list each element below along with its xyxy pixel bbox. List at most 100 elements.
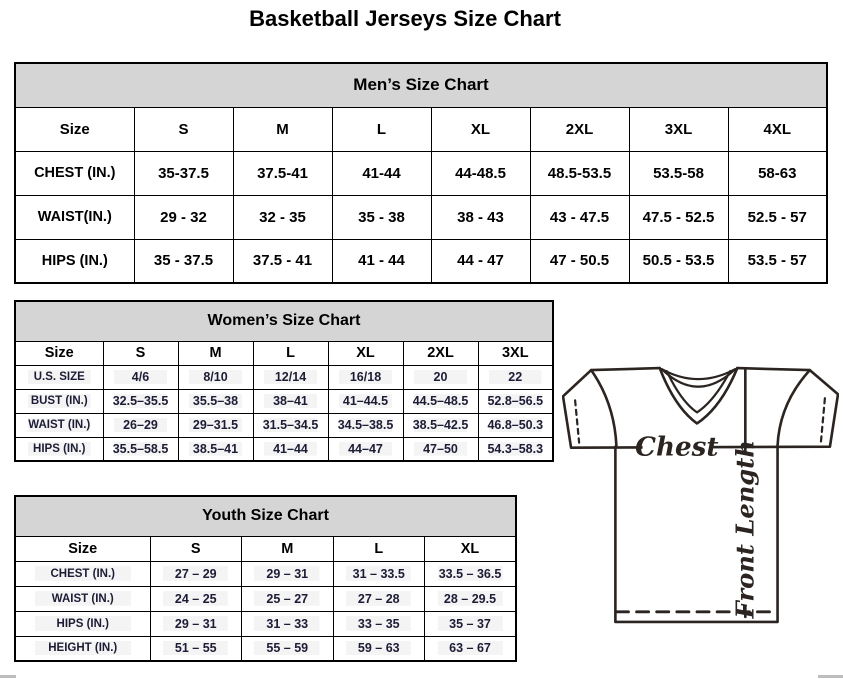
column-header: Size <box>14 340 104 366</box>
row-label: CHEST (IN.) <box>14 560 151 587</box>
size-value-cell: 16/18 <box>327 364 404 390</box>
size-value-cell: 31 – 33 <box>241 610 334 637</box>
column-header: XL <box>430 106 531 152</box>
size-value-cell: 41 - 44 <box>331 238 432 284</box>
column-header: S <box>149 535 242 562</box>
jersey-vneck-inner <box>665 369 732 414</box>
jersey-right-cuff-dashes <box>819 397 827 444</box>
size-value-cell: 44–47 <box>327 436 404 462</box>
size-value-cell: 35 – 37 <box>424 610 517 637</box>
size-value-cell: 4/6 <box>102 364 179 390</box>
column-header: M <box>177 340 254 366</box>
size-value-cell: 38.5–41 <box>177 436 254 462</box>
size-value-cell: 41–44.5 <box>327 388 404 414</box>
row-label: U.S. SIZE <box>14 364 104 390</box>
column-header: 2XL <box>402 340 479 366</box>
jersey-right-sleeve-seam <box>776 368 812 447</box>
size-value-cell: 38.5–42.5 <box>402 412 479 438</box>
size-value-cell: 47.5 - 52.5 <box>628 194 729 240</box>
jersey-measurement-diagram: Chest Front Length <box>562 365 839 629</box>
size-value-cell: 52.8–56.5 <box>477 388 554 414</box>
column-header: 2XL <box>529 106 630 152</box>
youth-size-table: Youth Size Chart Size S M L XL CHEST (IN.) 27 –… <box>14 495 517 662</box>
column-header: Size <box>14 106 135 152</box>
row-label: WAIST (IN.) <box>14 585 151 612</box>
column-header: L <box>331 106 432 152</box>
size-value-cell: 27 – 29 <box>149 560 242 587</box>
chest-label: Chest <box>635 432 718 463</box>
table-title: Women’s Size Chart <box>14 300 554 342</box>
column-header: S <box>133 106 234 152</box>
size-value-cell: 8/10 <box>177 364 254 390</box>
size-value-cell: 12/14 <box>252 364 329 390</box>
size-value-cell: 34.5–38.5 <box>327 412 404 438</box>
size-value-cell: 29 - 32 <box>133 194 234 240</box>
size-value-cell: 47–50 <box>402 436 479 462</box>
column-header: M <box>232 106 333 152</box>
size-value-cell: 53.5-58 <box>628 150 729 196</box>
jersey-vneck-outer <box>658 366 739 425</box>
size-value-cell: 53.5 - 57 <box>727 238 828 284</box>
size-value-cell: 29 – 31 <box>241 560 334 587</box>
column-header: 3XL <box>477 340 554 366</box>
front-length-label: Front Length <box>730 440 759 619</box>
size-value-cell: 25 – 27 <box>241 585 334 612</box>
size-value-cell: 31 – 33.5 <box>332 560 425 587</box>
size-value-cell: 48.5-53.5 <box>529 150 630 196</box>
size-value-cell: 37.5-41 <box>232 150 333 196</box>
size-value-cell: 46.8–50.3 <box>477 412 554 438</box>
size-value-cell: 58-63 <box>727 150 828 196</box>
jersey-outline-icon: Chest Front Length <box>562 366 839 624</box>
size-value-cell: 50.5 - 53.5 <box>628 238 729 284</box>
size-value-cell: 28 – 29.5 <box>424 585 517 612</box>
size-value-cell: 33.5 – 36.5 <box>424 560 517 587</box>
jersey-torso-outline <box>614 445 779 624</box>
row-label: BUST (IN.) <box>14 388 104 414</box>
size-value-cell: 47 - 50.5 <box>529 238 630 284</box>
size-value-cell: 24 – 25 <box>149 585 242 612</box>
size-value-cell: 31.5–34.5 <box>252 412 329 438</box>
size-value-cell: 35.5–38 <box>177 388 254 414</box>
size-value-cell: 38–41 <box>252 388 329 414</box>
row-label: HIPS (IN.) <box>14 610 151 637</box>
column-header: L <box>332 535 425 562</box>
row-label: CHEST (IN.) <box>14 150 135 196</box>
column-header: 3XL <box>628 106 729 152</box>
size-value-cell: 26–29 <box>102 412 179 438</box>
jersey-left-cuff-dashes <box>573 399 581 444</box>
table-title: Men’s Size Chart <box>14 62 828 108</box>
column-header: XL <box>327 340 404 366</box>
size-value-cell: 51 – 55 <box>149 635 242 662</box>
size-value-cell: 32 - 35 <box>232 194 333 240</box>
size-value-cell: 38 - 43 <box>430 194 531 240</box>
page-title: Basketball Jerseys Size Chart <box>249 6 561 31</box>
column-header: L <box>252 340 329 366</box>
size-value-cell: 41–44 <box>252 436 329 462</box>
horizontal-scrollbar-fragment-left[interactable] <box>0 675 16 678</box>
size-value-cell: 29–31.5 <box>177 412 254 438</box>
column-header: M <box>241 535 334 562</box>
mens-size-table: Men’s Size Chart Size S M L XL 2XL 3XL 4XL CHEST … <box>14 62 828 284</box>
size-value-cell: 59 – 63 <box>332 635 425 662</box>
size-value-cell: 43 - 47.5 <box>529 194 630 240</box>
column-header: 4XL <box>727 106 828 152</box>
size-value-cell: 35 - 38 <box>331 194 432 240</box>
table-title: Youth Size Chart <box>14 495 517 537</box>
row-label: HIPS (IN.) <box>14 436 104 462</box>
size-value-cell: 29 – 31 <box>149 610 242 637</box>
size-value-cell: 55 – 59 <box>241 635 334 662</box>
row-label: HIPS (IN.) <box>14 238 135 284</box>
row-label: WAIST (IN.) <box>14 412 104 438</box>
size-value-cell: 27 – 28 <box>332 585 425 612</box>
horizontal-scrollbar-fragment-right[interactable] <box>818 675 843 678</box>
jersey-left-sleeve-seam <box>589 368 618 447</box>
column-header: XL <box>424 535 517 562</box>
size-value-cell: 54.3–58.3 <box>477 436 554 462</box>
size-value-cell: 44-48.5 <box>430 150 531 196</box>
size-value-cell: 33 – 35 <box>332 610 425 637</box>
row-label: WAIST(IN.) <box>14 194 135 240</box>
size-value-cell: 35 - 37.5 <box>133 238 234 284</box>
size-value-cell: 35.5–58.5 <box>102 436 179 462</box>
column-header: S <box>102 340 179 366</box>
size-value-cell: 41-44 <box>331 150 432 196</box>
